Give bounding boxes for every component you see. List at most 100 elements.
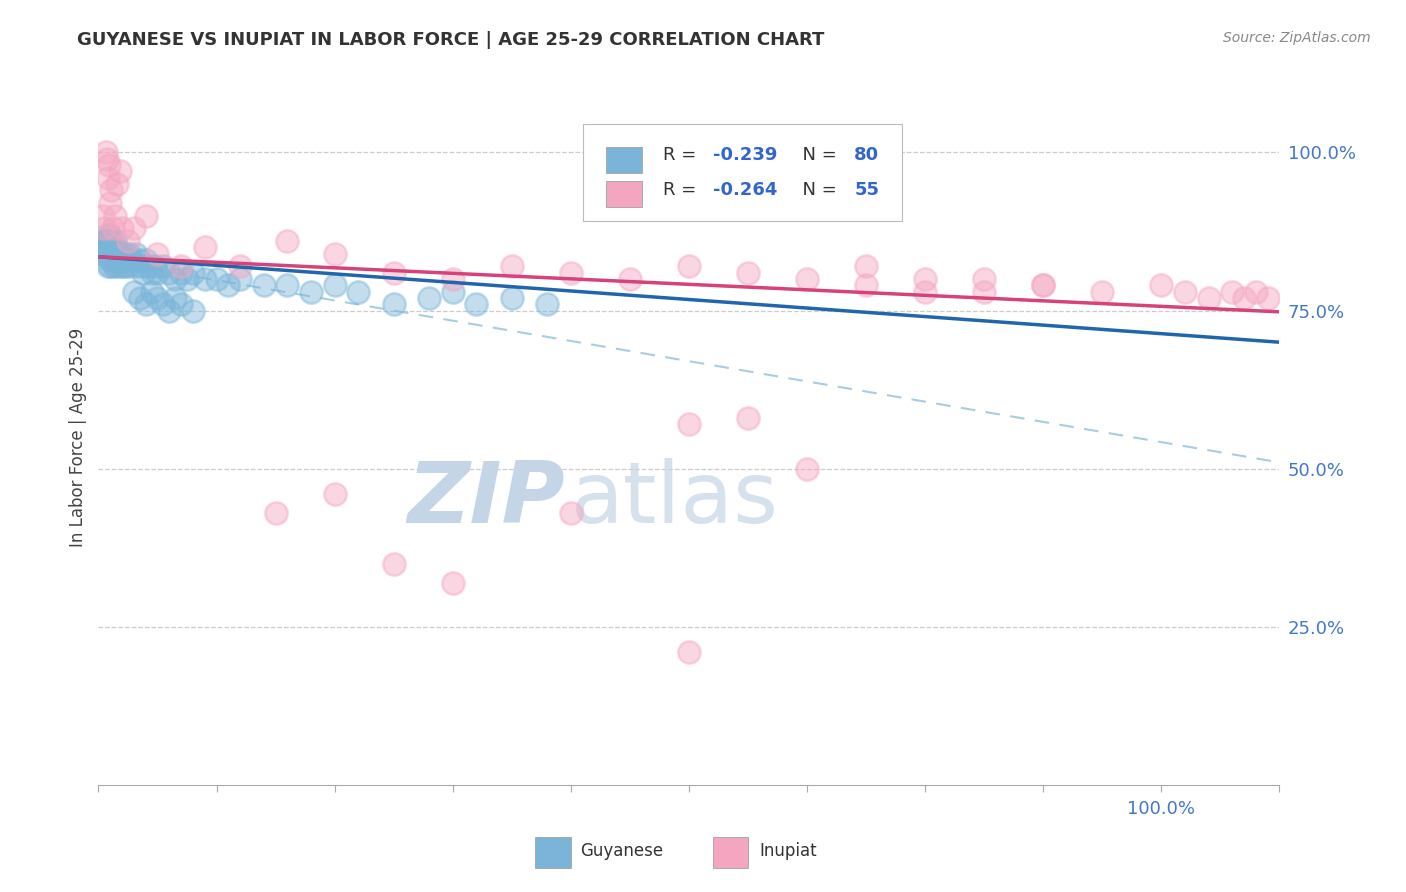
- Text: -0.264: -0.264: [713, 181, 778, 199]
- Point: [135, 209, 157, 223]
- Point: [96, 240, 118, 254]
- Text: R =: R =: [664, 146, 702, 164]
- Point: [118, 246, 141, 260]
- Point: [94, 246, 117, 260]
- Point: [97, 246, 120, 260]
- Point: [128, 291, 150, 305]
- Point: [253, 278, 276, 293]
- Point: [122, 285, 145, 299]
- Text: GUYANESE VS INUPIAT IN LABOR FORCE | AGE 25-29 CORRELATION CHART: GUYANESE VS INUPIAT IN LABOR FORCE | AGE…: [77, 31, 825, 49]
- Point: [1091, 285, 1114, 299]
- Text: ZIP: ZIP: [408, 458, 565, 541]
- Point: [382, 266, 405, 280]
- Point: [678, 645, 700, 659]
- Point: [217, 278, 239, 293]
- Point: [135, 252, 157, 267]
- Point: [678, 417, 700, 432]
- Point: [112, 252, 135, 267]
- Point: [737, 411, 759, 425]
- Point: [141, 285, 163, 299]
- Point: [560, 266, 582, 280]
- Point: [98, 227, 121, 242]
- Point: [194, 240, 217, 254]
- Point: [441, 575, 464, 590]
- Point: [165, 272, 187, 286]
- Point: [98, 158, 121, 172]
- Point: [94, 234, 117, 248]
- Point: [973, 272, 995, 286]
- Text: N =: N =: [790, 181, 842, 199]
- Point: [146, 266, 169, 280]
- Point: [98, 196, 121, 211]
- Point: [93, 234, 115, 248]
- Point: [619, 272, 641, 286]
- Point: [103, 246, 125, 260]
- Point: [141, 266, 163, 280]
- Text: Source: ZipAtlas.com: Source: ZipAtlas.com: [1223, 31, 1371, 45]
- Point: [229, 272, 252, 286]
- Point: [93, 221, 115, 235]
- Point: [465, 297, 488, 311]
- Bar: [713, 837, 748, 869]
- Point: [115, 252, 138, 267]
- Point: [1257, 291, 1279, 305]
- Point: [129, 260, 152, 274]
- Point: [98, 252, 121, 267]
- Point: [678, 260, 700, 274]
- Point: [110, 246, 132, 260]
- Point: [441, 285, 464, 299]
- Text: -0.239: -0.239: [713, 146, 778, 164]
- Point: [103, 260, 125, 274]
- Point: [1032, 278, 1054, 293]
- Point: [914, 285, 936, 299]
- Point: [1032, 278, 1054, 293]
- Point: [170, 266, 193, 280]
- Point: [170, 260, 193, 274]
- Point: [441, 272, 464, 286]
- Point: [96, 227, 118, 242]
- Point: [1198, 291, 1220, 305]
- Point: [104, 234, 127, 248]
- Point: [146, 291, 169, 305]
- Point: [105, 260, 128, 274]
- Point: [105, 177, 128, 191]
- Point: [855, 260, 877, 274]
- Point: [157, 266, 180, 280]
- Point: [165, 291, 187, 305]
- Point: [181, 266, 204, 280]
- Text: 55: 55: [855, 181, 879, 199]
- Point: [914, 272, 936, 286]
- Point: [128, 252, 150, 267]
- Point: [105, 252, 128, 267]
- Point: [135, 297, 157, 311]
- Point: [1220, 285, 1243, 299]
- Point: [152, 297, 174, 311]
- Point: [176, 272, 198, 286]
- Bar: [606, 146, 641, 173]
- Point: [229, 260, 252, 274]
- Point: [117, 260, 139, 274]
- Point: [100, 234, 122, 248]
- Point: [107, 246, 129, 260]
- Point: [101, 252, 124, 267]
- Point: [1174, 285, 1197, 299]
- Point: [796, 272, 818, 286]
- Point: [94, 145, 117, 160]
- Point: [114, 246, 136, 260]
- Point: [536, 297, 558, 311]
- Point: [104, 209, 127, 223]
- Point: [323, 278, 346, 293]
- Point: [122, 221, 145, 235]
- Point: [323, 246, 346, 260]
- Point: [1244, 285, 1267, 299]
- FancyBboxPatch shape: [582, 124, 901, 221]
- Point: [796, 461, 818, 475]
- Point: [205, 272, 228, 286]
- Point: [1233, 291, 1256, 305]
- Point: [382, 297, 405, 311]
- Point: [143, 260, 166, 274]
- Point: [181, 303, 204, 318]
- Point: [560, 506, 582, 520]
- Text: atlas: atlas: [571, 458, 779, 541]
- Point: [98, 246, 121, 260]
